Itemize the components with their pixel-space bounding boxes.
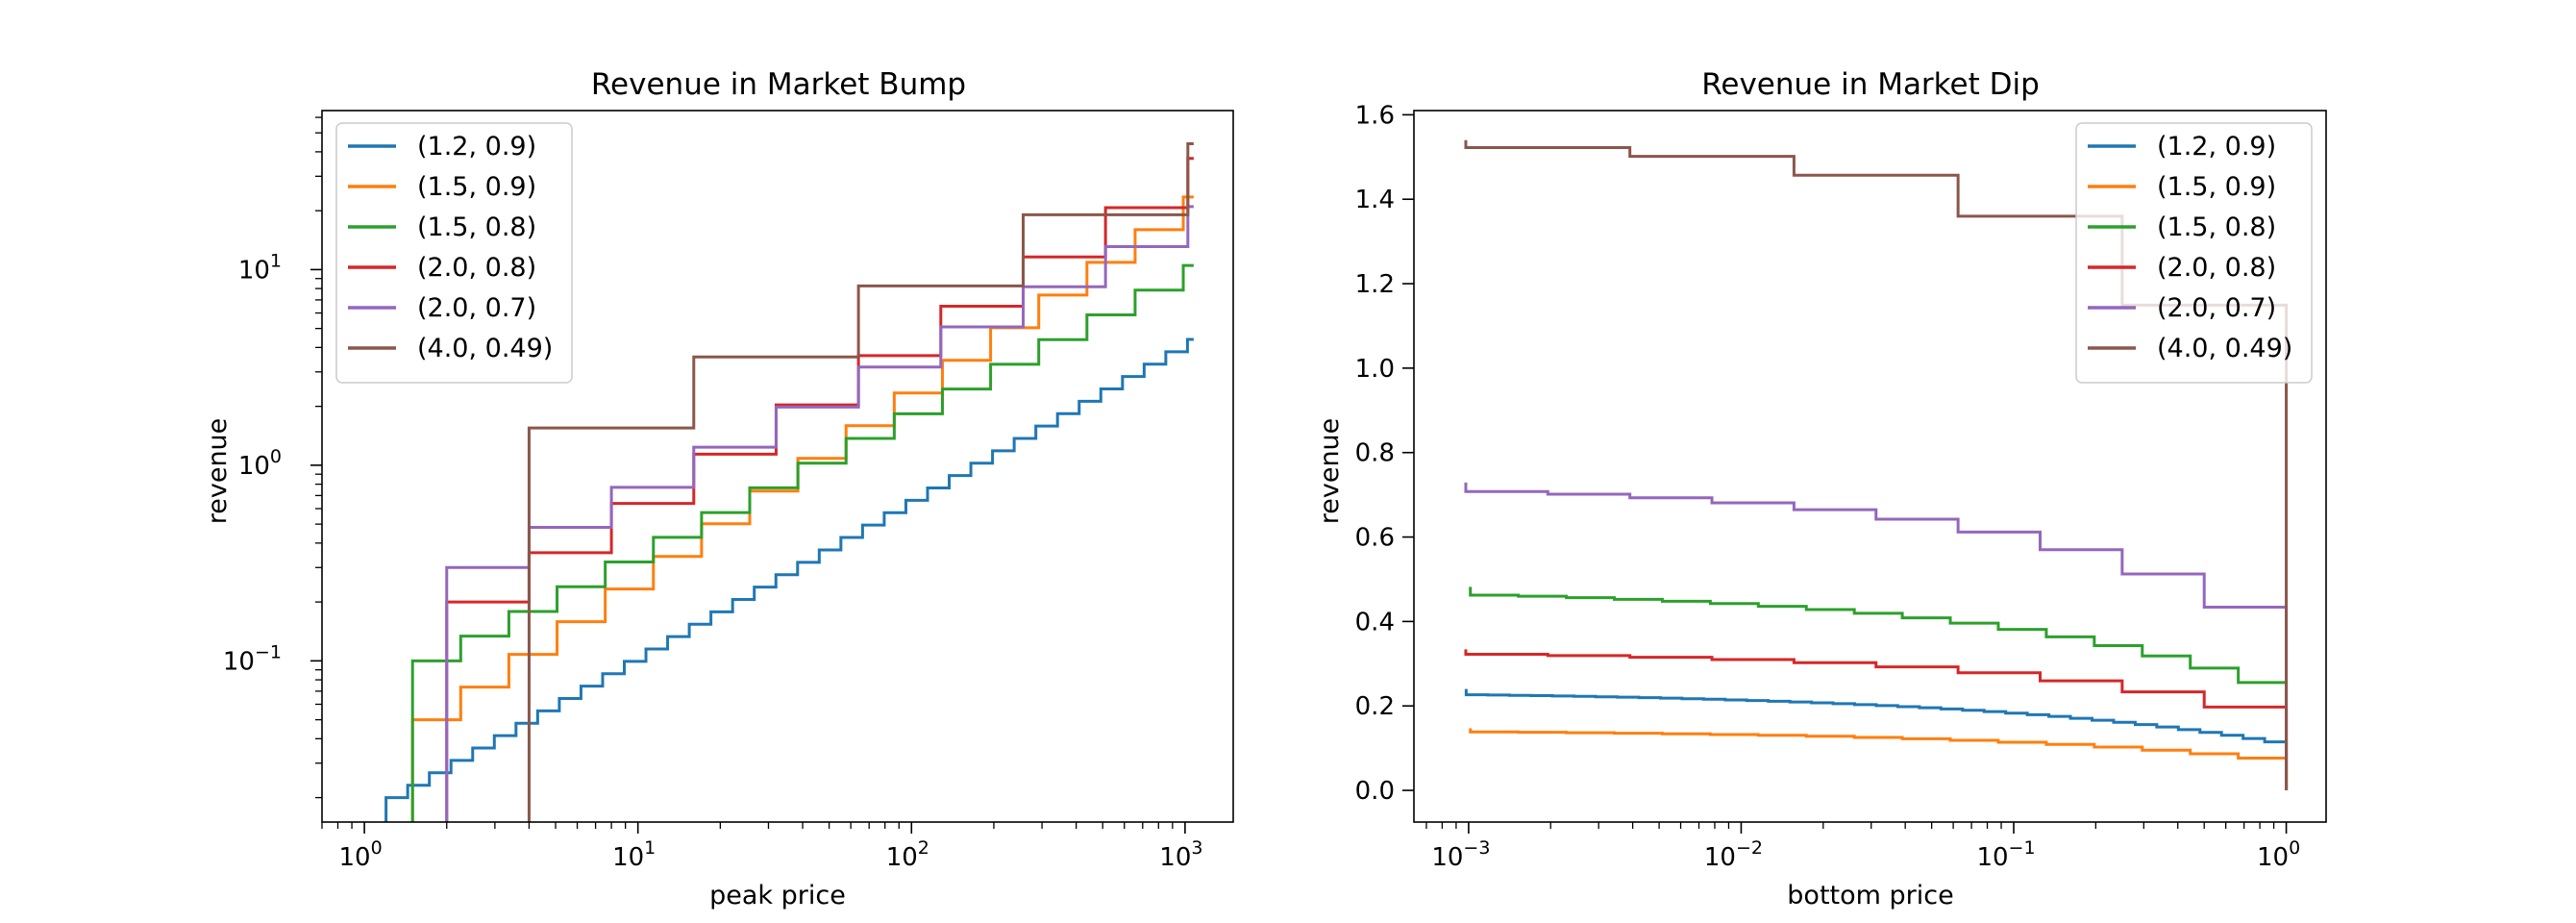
y-tick-label: 0.6 bbox=[1355, 524, 1395, 553]
y-tick-label: 1.0 bbox=[1355, 355, 1395, 384]
legend-label: (4.0, 0.49) bbox=[2157, 334, 2292, 363]
legend-label: (1.2, 0.9) bbox=[2157, 132, 2276, 162]
x-tick-label: 101 bbox=[612, 837, 656, 872]
panel-market-bump: Revenue in Market Bump peak price revenu… bbox=[203, 67, 1234, 911]
x-tick-label: 10−2 bbox=[1704, 837, 1763, 872]
legend-dip: (1.2, 0.9) (1.5, 0.9) (1.5, 0.8) (2.0, 0.8)… bbox=[2075, 122, 2313, 384]
x-tick-label: 100 bbox=[338, 837, 382, 872]
y-tick-label: 100 bbox=[238, 446, 282, 481]
y-tick-label: 0.8 bbox=[1355, 439, 1395, 468]
series-line-bump-1 bbox=[410, 195, 1194, 822]
series-line-bump-5 bbox=[527, 141, 1194, 822]
series-line-bump-0 bbox=[384, 337, 1194, 822]
x-tick-label: 100 bbox=[2257, 837, 2300, 872]
series-line-dip-3 bbox=[1464, 649, 2289, 791]
axes-frame-bump bbox=[321, 110, 1234, 823]
legend-label: (1.5, 0.8) bbox=[417, 212, 536, 242]
legend-label: (2.0, 0.8) bbox=[417, 253, 536, 283]
x-tick-label: 102 bbox=[886, 837, 929, 872]
x-tick-label: 10−1 bbox=[1976, 837, 2035, 872]
y-tick-label: 1.2 bbox=[1355, 270, 1395, 299]
x-ticks-bump: 100 101 102 103 bbox=[321, 822, 1202, 872]
series-line-dip-0 bbox=[1464, 688, 2289, 791]
chart-title-bump: Revenue in Market Bump bbox=[591, 67, 966, 102]
legend-label: (1.5, 0.9) bbox=[2157, 172, 2276, 202]
y-axis-label-bump: revenue bbox=[203, 418, 233, 525]
y-axis-label-dip: revenue bbox=[1315, 418, 1345, 525]
plot-area-bump bbox=[384, 141, 1194, 822]
x-axis-label-bump: peak price bbox=[709, 881, 846, 911]
series-line-dip-1 bbox=[1469, 728, 2289, 791]
legend-bump: (1.2, 0.9) (1.5, 0.9) (1.5, 0.8) (2.0, 0.8)… bbox=[335, 122, 573, 384]
y-tick-label: 0.2 bbox=[1355, 692, 1395, 721]
series-line-bump-4 bbox=[445, 205, 1194, 822]
plot-area-dip bbox=[1464, 139, 2289, 791]
y-tick-label: 101 bbox=[238, 250, 282, 285]
x-axis-label-dip: bottom price bbox=[1787, 881, 1953, 911]
axes-frame-dip bbox=[1413, 110, 2327, 823]
legend-label: (1.2, 0.9) bbox=[417, 132, 536, 162]
series-line-bump-2 bbox=[410, 263, 1194, 822]
y-ticks-bump: 10−1 100 101 bbox=[223, 116, 322, 799]
legend-label: (1.5, 0.8) bbox=[2157, 212, 2276, 242]
x-ticks-dip: 10−3 10−2 10−1 100 bbox=[1425, 822, 2300, 872]
chart-title-dip: Revenue in Market Dip bbox=[1701, 67, 2040, 102]
series-line-dip-4 bbox=[1464, 482, 2289, 791]
series-line-dip-2 bbox=[1469, 586, 2289, 791]
x-tick-label: 103 bbox=[1159, 837, 1202, 872]
y-ticks-dip: 0.0 0.2 0.4 0.6 0.8 1.0 1.2 1.4 1.6 bbox=[1355, 101, 1414, 806]
legend-label: (4.0, 0.49) bbox=[417, 334, 553, 363]
legend-label: (1.5, 0.9) bbox=[417, 172, 536, 202]
legend-label: (2.0, 0.7) bbox=[2157, 293, 2276, 323]
y-tick-label: 10−1 bbox=[223, 641, 282, 676]
x-tick-label: 10−3 bbox=[1431, 837, 1490, 872]
y-tick-label: 0.4 bbox=[1355, 608, 1395, 636]
y-tick-label: 0.0 bbox=[1355, 777, 1395, 806]
legend-label: (2.0, 0.8) bbox=[2157, 253, 2276, 283]
y-tick-label: 1.6 bbox=[1355, 101, 1395, 130]
y-tick-label: 1.4 bbox=[1355, 186, 1395, 214]
panel-market-dip: Revenue in Market Dip bottom price reven… bbox=[1315, 67, 2327, 911]
legend-label: (2.0, 0.7) bbox=[417, 293, 536, 323]
